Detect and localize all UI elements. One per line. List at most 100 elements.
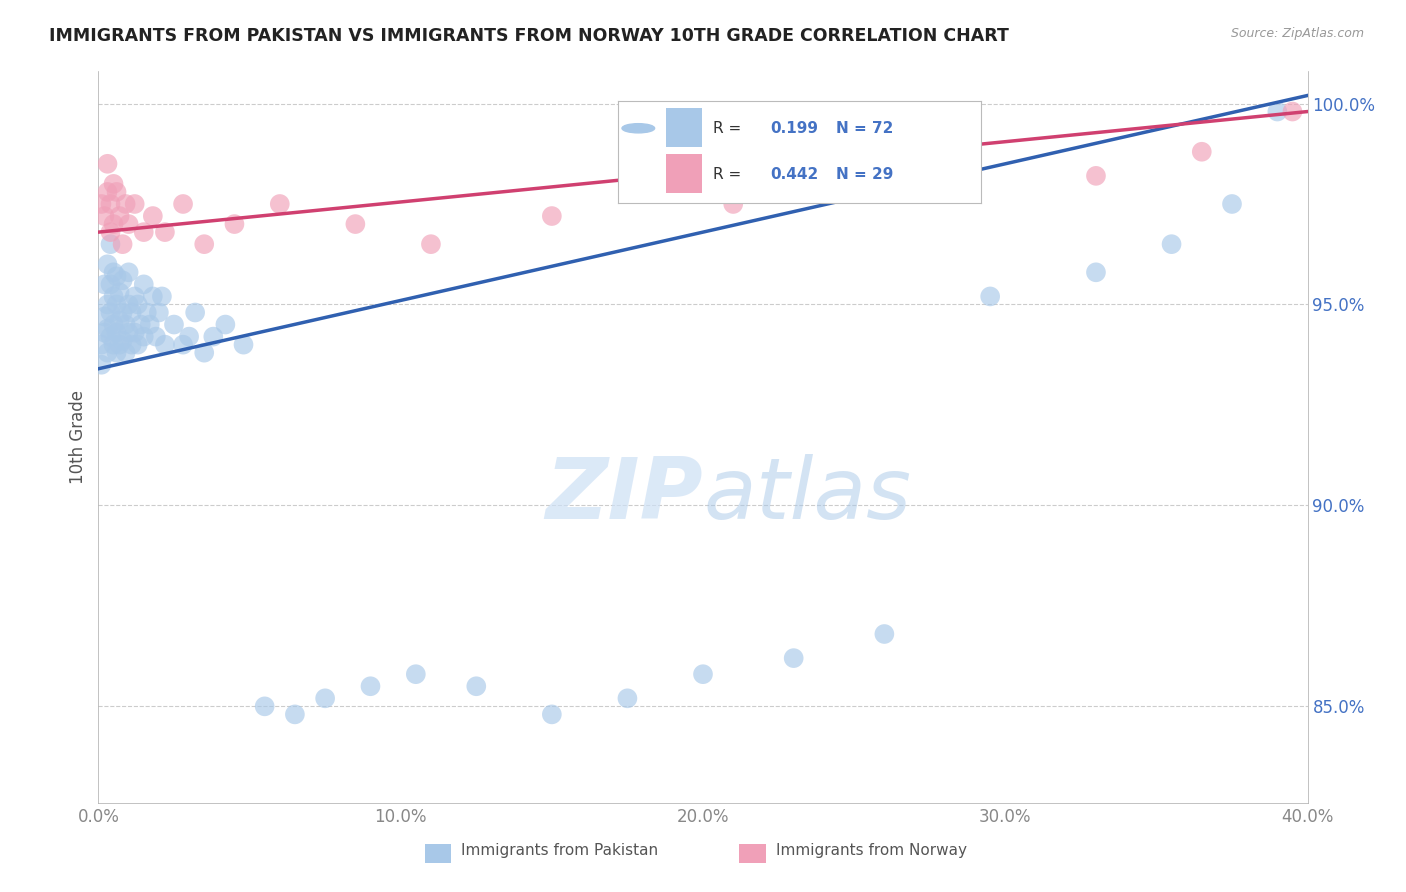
Point xyxy=(232,337,254,351)
Point xyxy=(139,318,162,332)
Point xyxy=(616,691,638,706)
Text: Immigrants from Norway: Immigrants from Norway xyxy=(776,843,966,858)
Point xyxy=(108,209,131,223)
Point xyxy=(118,265,141,279)
Point xyxy=(150,289,173,303)
Point xyxy=(202,329,225,343)
Text: IMMIGRANTS FROM PAKISTAN VS IMMIGRANTS FROM NORWAY 10TH GRADE CORRELATION CHART: IMMIGRANTS FROM PAKISTAN VS IMMIGRANTS F… xyxy=(49,27,1010,45)
Point xyxy=(184,305,207,319)
Point xyxy=(108,285,131,300)
Point xyxy=(132,277,155,292)
Point xyxy=(108,313,131,327)
Y-axis label: 10th Grade: 10th Grade xyxy=(69,390,87,484)
Point xyxy=(783,651,806,665)
Point xyxy=(253,699,276,714)
Point xyxy=(100,329,122,343)
Point xyxy=(100,305,122,319)
Point xyxy=(105,297,128,311)
Text: atlas: atlas xyxy=(703,454,911,537)
Point xyxy=(979,289,1001,303)
Point xyxy=(1085,265,1108,279)
Point xyxy=(124,197,146,211)
Point xyxy=(129,318,152,332)
Point xyxy=(93,326,115,340)
Point xyxy=(121,305,143,319)
Point xyxy=(1281,104,1303,119)
Point xyxy=(103,217,125,231)
Point xyxy=(105,185,128,199)
Point xyxy=(1191,145,1213,159)
Point xyxy=(100,225,122,239)
Point xyxy=(105,345,128,359)
Point xyxy=(96,297,118,311)
Point xyxy=(96,321,118,335)
Point xyxy=(90,358,112,372)
Point xyxy=(153,225,176,239)
Point xyxy=(344,217,367,231)
Point xyxy=(172,337,194,351)
Point xyxy=(96,185,118,199)
Point xyxy=(127,297,149,311)
Point xyxy=(90,337,112,351)
Point xyxy=(114,318,136,332)
Point xyxy=(105,326,128,340)
Point xyxy=(118,297,141,311)
Point xyxy=(540,209,562,223)
Point xyxy=(100,197,122,211)
Point xyxy=(121,337,143,351)
Point xyxy=(142,209,165,223)
Point xyxy=(179,329,201,343)
Point xyxy=(148,305,170,319)
Point xyxy=(96,157,118,171)
Point xyxy=(111,305,134,319)
Point xyxy=(111,334,134,348)
Point xyxy=(142,289,165,303)
Point xyxy=(224,217,246,231)
Point xyxy=(96,345,118,359)
Point xyxy=(1160,237,1182,252)
Point xyxy=(127,337,149,351)
Point xyxy=(114,197,136,211)
Point xyxy=(114,345,136,359)
Point xyxy=(214,318,236,332)
Point xyxy=(420,237,443,252)
Point xyxy=(135,305,157,319)
Point xyxy=(193,237,215,252)
Point xyxy=(105,269,128,284)
Point xyxy=(465,679,488,693)
Point xyxy=(405,667,427,681)
Point xyxy=(93,209,115,223)
Point xyxy=(172,197,194,211)
Point xyxy=(103,177,125,191)
Point xyxy=(360,679,382,693)
Point xyxy=(111,237,134,252)
Point xyxy=(1267,104,1289,119)
Bar xyxy=(740,845,766,863)
Text: ZIP: ZIP xyxy=(546,454,703,537)
Point xyxy=(93,277,115,292)
Point xyxy=(145,329,167,343)
Point xyxy=(723,197,745,211)
Point xyxy=(193,345,215,359)
Point xyxy=(904,177,927,191)
Point xyxy=(103,289,125,303)
Point xyxy=(93,310,115,324)
Point xyxy=(269,197,291,211)
Point xyxy=(100,237,122,252)
Point xyxy=(540,707,562,722)
Point xyxy=(100,277,122,292)
Point xyxy=(1220,197,1243,211)
Bar xyxy=(425,845,451,863)
Point xyxy=(873,627,896,641)
Point xyxy=(124,326,146,340)
Point xyxy=(111,273,134,287)
Point xyxy=(103,318,125,332)
Point xyxy=(124,289,146,303)
Point xyxy=(284,707,307,722)
Text: Immigrants from Pakistan: Immigrants from Pakistan xyxy=(461,843,658,858)
Point xyxy=(108,337,131,351)
Point xyxy=(1085,169,1108,183)
Point xyxy=(692,667,714,681)
Point xyxy=(118,326,141,340)
Point xyxy=(132,329,155,343)
